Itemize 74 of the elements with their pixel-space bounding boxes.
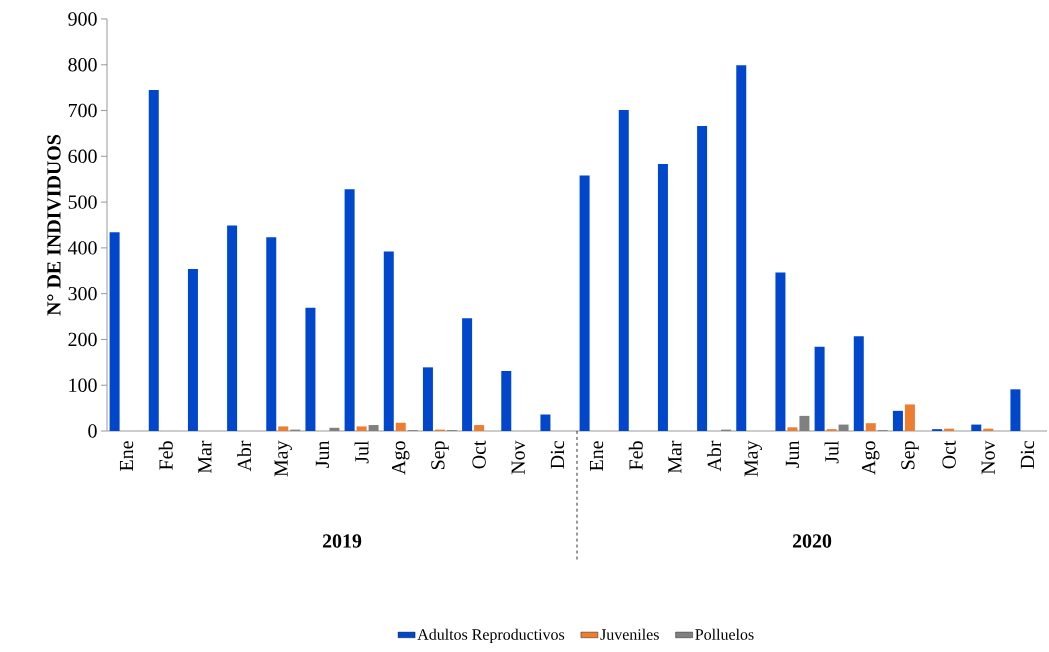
y-tick-label: 600: [68, 149, 97, 164]
y-tick-label: 100: [69, 378, 97, 392]
bar: [814, 346, 825, 431]
x-tick-label: May: [744, 440, 762, 477]
bar: [187, 268, 198, 431]
text: 2020: [792, 534, 832, 548]
bar: [368, 425, 379, 431]
y-axis-title: N° DE INDIVIDUOS: [47, 134, 61, 316]
y-tick-label: 800: [68, 58, 97, 72]
bar: [1010, 389, 1021, 431]
bar: [787, 427, 798, 431]
y-tick-label: 0: [88, 424, 97, 438]
bar: [422, 367, 433, 431]
bar: [657, 164, 668, 431]
bar: [278, 426, 289, 431]
x-tick-label: Nov: [981, 440, 995, 475]
x-tick-label: May: [274, 440, 292, 477]
bar: [329, 427, 340, 431]
bar: [148, 89, 159, 431]
legend-label: Juveniles: [600, 628, 659, 640]
bar: [395, 422, 406, 431]
bar: [462, 318, 473, 431]
x-tick-label: Feb: [158, 441, 173, 470]
x-tick-label: Jul: [354, 440, 369, 464]
x-tick-label: Nov: [511, 440, 525, 475]
x-tick-label: Feb: [628, 441, 643, 470]
bar: [904, 404, 915, 431]
x-tick-label: Mar: [198, 440, 212, 474]
y-tick-label: 500: [68, 195, 97, 209]
x-tick-label: Ene: [119, 441, 134, 471]
x-tick-label: Ago: [392, 441, 410, 475]
bar: [736, 65, 747, 431]
legend-label: Polluelos: [695, 628, 754, 640]
bar: [356, 426, 367, 431]
text: 2019: [322, 534, 362, 548]
x-tick-label: Jun: [315, 440, 330, 468]
bar: [853, 336, 864, 431]
x-tick-label: Sep: [901, 441, 919, 470]
bar: [344, 189, 355, 431]
bar: [971, 424, 982, 431]
bar: [501, 371, 512, 431]
x-tick-label: Ago: [862, 441, 880, 475]
y-tick-label: 700: [68, 103, 97, 118]
legend-label: Adultos Reproductivos: [417, 628, 565, 644]
bar: [474, 425, 485, 431]
bar: [618, 110, 629, 431]
y-tick-label: 200: [68, 332, 97, 347]
x-tick-label: Jun: [785, 440, 800, 468]
y-tick-label: 300: [68, 286, 97, 301]
x-tick-label: Oct: [942, 440, 956, 469]
bar: [109, 232, 120, 431]
x-tick-label: Dic: [550, 441, 565, 469]
bar: [266, 237, 277, 431]
x-tick-label: Abr: [237, 440, 252, 472]
bar: [383, 251, 394, 431]
x-tick-label: Oct: [472, 440, 486, 469]
bar: [579, 175, 590, 431]
bar: [775, 272, 786, 431]
bar: [865, 423, 876, 431]
x-tick-label: Ene: [589, 441, 604, 471]
x-tick-label: Sep: [431, 441, 449, 470]
x-tick-label: Jul: [824, 440, 839, 464]
bar: [799, 415, 810, 431]
bar: [892, 410, 903, 431]
bar: [227, 225, 238, 431]
bar: [697, 126, 708, 431]
y-tick-label: 400: [67, 241, 97, 255]
x-tick-label: Dic: [1020, 441, 1035, 469]
bar: [540, 414, 551, 431]
y-tick-label: 900: [68, 12, 97, 26]
x-tick-label: Abr: [707, 440, 722, 472]
bar: [838, 424, 849, 431]
bar: [305, 307, 316, 431]
x-tick-label: Mar: [668, 440, 682, 474]
